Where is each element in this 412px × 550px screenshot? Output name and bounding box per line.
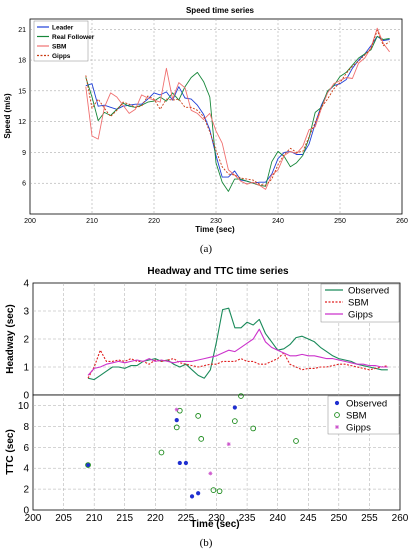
- headway-y-tick-label: 3: [23, 307, 29, 318]
- speed-x-tick-label: 240: [272, 218, 284, 225]
- ttc-legend-label: SBM: [346, 411, 367, 422]
- headway-ttc-title: Headway and TTC time series: [147, 266, 289, 277]
- ttc-point-0: [183, 460, 189, 466]
- speed-legend-label: SBM: [52, 43, 66, 50]
- ttc-x-tick-label: 230: [208, 513, 225, 524]
- speed-x-tick-label: 230: [210, 218, 222, 225]
- ttc-legend-label: Observed: [346, 399, 387, 410]
- speed-tick-labels: 200 210 220 230 240 250 260 6 9 12 15 18 21: [18, 27, 408, 225]
- headway-y-tick-label: 4: [23, 279, 29, 290]
- ttc-legend-marker: [335, 425, 339, 429]
- caption-b: (b): [200, 537, 213, 549]
- ttc-point-1: [195, 413, 202, 419]
- ttc-point-1: [158, 449, 165, 456]
- headway-y-tick-label: 1: [23, 363, 29, 374]
- headway-ttc-tick-labels: 200 205 210 215 220 225 230 235 240 245 250 255 2600…: [18, 279, 409, 525]
- speed-legend-entries: Leader Real Follower SBM Gipps: [37, 24, 95, 60]
- ttc-x-tick-label: 260: [392, 513, 409, 524]
- speed-x-tick-label: 200: [24, 218, 36, 225]
- speed-series-line-3: [85, 29, 390, 186]
- ttc-point-2: [226, 442, 231, 447]
- ttc-point-2: [174, 407, 179, 412]
- ttc-y-tick-label: 0: [23, 506, 29, 517]
- ttc-y-tick-label: 4: [23, 464, 29, 475]
- ttc-point-0: [232, 405, 237, 410]
- ttc-point-1: [173, 424, 180, 431]
- speed-grid: [30, 19, 402, 214]
- ttc-point-0: [174, 417, 179, 423]
- ttc-x-tick-label: 250: [330, 513, 347, 524]
- speed-legend: Leader Real Follower SBM Gipps: [33, 20, 95, 62]
- ttc-y-axis-label: TTC (sec): [5, 429, 16, 475]
- headway-legend-label: Observed: [348, 286, 389, 297]
- ttc-y-tick-label: 2: [23, 485, 29, 496]
- ttc-point-1: [250, 425, 257, 432]
- ttc-legend-marker: [334, 400, 340, 406]
- ttc-point-1: [216, 488, 223, 495]
- speed-y-tick-label: 15: [18, 88, 26, 95]
- ttc-point-0: [189, 494, 195, 499]
- headway-legend-label: SBM: [348, 298, 369, 309]
- ttc-x-tick-label: 255: [361, 513, 378, 524]
- headway-ttc-chart: Headway and TTC time series 200 205 210 215…: [5, 266, 409, 549]
- ttc-point-0: [177, 460, 182, 466]
- ttc-point-1: [210, 487, 217, 493]
- speed-y-tick-label: 9: [22, 150, 26, 157]
- headway-series-line-0: [87, 307, 388, 381]
- speed-legend-label: Gipps: [52, 53, 71, 60]
- headway-series-line-1: [87, 349, 388, 379]
- ttc-y-tick-label: 6: [23, 443, 29, 454]
- speed-legend-label: Real Follower: [52, 34, 95, 41]
- ttc-x-tick-label: 245: [300, 513, 317, 524]
- ttc-x-tick-label: 240: [269, 513, 286, 524]
- ttc-y-tick-label: 10: [18, 401, 30, 412]
- ttc-x-tick-label: 225: [178, 513, 195, 524]
- speed-y-tick-label: 12: [18, 119, 26, 126]
- headway-series-lines: [87, 307, 388, 381]
- ttc-point-1: [198, 436, 205, 442]
- speed-y-axis-label: Speed (m/s): [3, 93, 12, 139]
- headway-series-line-2: [87, 328, 388, 376]
- ttc-legend-label: Gipps: [346, 423, 371, 434]
- speed-x-tick-label: 250: [334, 218, 346, 225]
- ttc-x-tick-label: 215: [116, 513, 133, 524]
- speed-chart-title: Speed time series: [186, 6, 255, 15]
- headway-legend-label: Gipps: [348, 310, 373, 321]
- speed-y-tick-label: 21: [18, 27, 26, 34]
- speed-chart: Speed time series 200 210 220 230 240 250 260 6…: [3, 6, 408, 255]
- ttc-point-1: [232, 418, 238, 424]
- speed-x-tick-label: 260: [396, 218, 408, 225]
- ttc-x-tick-label: 220: [147, 513, 164, 524]
- headway-y-tick-label: 2: [23, 335, 29, 346]
- speed-series-lines: [85, 27, 390, 192]
- speed-x-tick-label: 220: [148, 218, 160, 225]
- speed-x-axis-label: Time (sec): [195, 225, 235, 234]
- ttc-x-tick-label: 210: [86, 513, 103, 524]
- ttc-point-1: [85, 462, 91, 468]
- ttc-point-0: [196, 491, 201, 496]
- speed-y-tick-label: 6: [22, 181, 26, 188]
- ttc-point-1: [238, 393, 244, 399]
- headway-y-axis-label: Headway (sec): [5, 304, 16, 373]
- ttc-point-0: [85, 462, 91, 468]
- ttc-x-tick-label: 200: [25, 513, 42, 524]
- ttc-x-tick-label: 235: [239, 513, 256, 524]
- ttc-legend-marker: [334, 412, 340, 418]
- ttc-point-1: [293, 438, 299, 444]
- speed-x-tick-label: 210: [86, 218, 98, 225]
- ttc-y-tick-label: 8: [23, 422, 29, 433]
- ttc-x-tick-label: 205: [55, 513, 72, 524]
- ttc-x-axis-label: Time (sec): [190, 519, 239, 530]
- speed-legend-box: [33, 20, 89, 62]
- headway-y-tick-label: 0: [23, 391, 29, 402]
- speed-legend-label: Leader: [52, 24, 74, 31]
- caption-a: (a): [200, 243, 213, 255]
- speed-y-tick-label: 18: [18, 58, 26, 65]
- ttc-point-2: [208, 471, 213, 476]
